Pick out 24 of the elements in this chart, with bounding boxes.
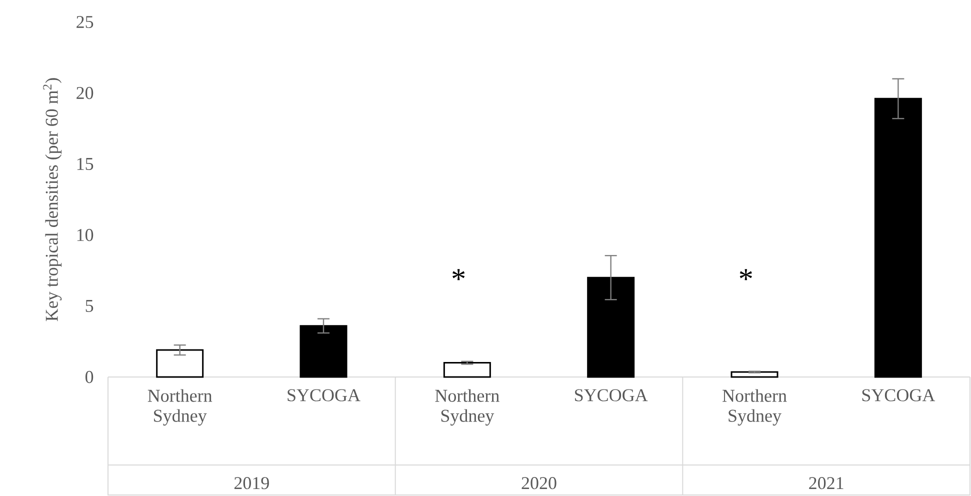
text: 2020	[522, 477, 556, 490]
annotation: *	[452, 269, 465, 280]
x-tick-label: Northern Sydney	[435, 389, 500, 426]
y-tick-label: 0	[85, 370, 94, 384]
x-tick-label: Northern Sydney	[722, 389, 787, 426]
y-tick-label: 15	[77, 158, 94, 170]
bar	[874, 98, 922, 378]
x-tick-label: SYCOGA	[575, 389, 648, 402]
text: 2021	[809, 477, 844, 490]
bar	[587, 276, 635, 378]
bar	[300, 325, 348, 378]
bar	[156, 349, 204, 378]
bar	[730, 371, 778, 378]
y-tick-label: 20	[76, 86, 94, 100]
y-tick-label: 5	[86, 300, 94, 312]
y-tick-label: 25	[76, 16, 94, 28]
x-tick-label: SYCOGA	[862, 389, 936, 402]
x-tick-label: SYCOGA	[288, 389, 360, 402]
x-tick-label: Northern Sydney	[148, 389, 212, 426]
annotation: *	[740, 269, 752, 280]
bar	[443, 362, 491, 378]
y-tick-label: 10	[77, 228, 94, 242]
text: 2019	[234, 477, 269, 490]
y-axis-title: Key tropical densities (per 60 m$^{2}$)	[43, 78, 62, 322]
